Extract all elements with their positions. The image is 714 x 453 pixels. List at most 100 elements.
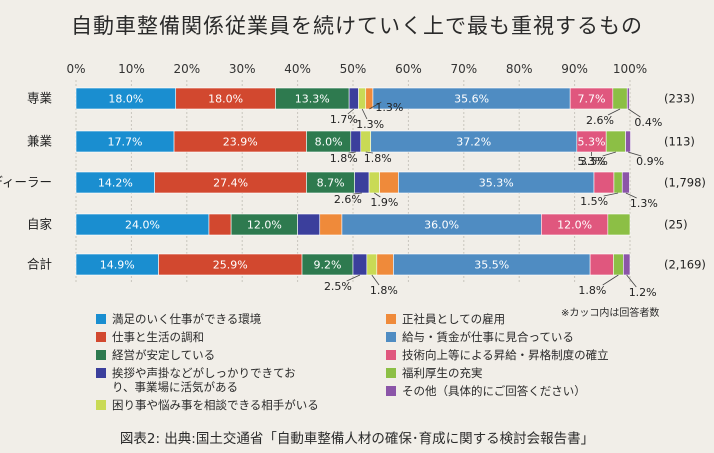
legend-item: 満足のいく仕事ができる環境 bbox=[96, 312, 319, 330]
bar-segment bbox=[319, 213, 343, 236]
callout-line bbox=[607, 108, 621, 116]
callout-line bbox=[627, 151, 642, 157]
source-caption: 図表2: 出典:国土交通省「自動車整備人材の確保･育成に関する検討会報告書」 bbox=[119, 431, 595, 447]
legend-swatch bbox=[96, 350, 106, 360]
callout-value-label: 1.8% bbox=[578, 284, 606, 297]
callout-value-label: 1.3% bbox=[356, 118, 384, 131]
legend-swatch bbox=[386, 350, 396, 360]
bar-value-label: 35.5% bbox=[474, 259, 509, 272]
x-tick-label: 40% bbox=[284, 62, 311, 76]
x-tick-label: 70% bbox=[450, 62, 477, 76]
callout-value-label: 2.6% bbox=[334, 193, 362, 206]
x-tick-label: 30% bbox=[229, 62, 256, 76]
x-tick-label: 90% bbox=[561, 62, 588, 76]
legend-item: 挨拶や声掛などがしっかりできており、事業場に活気がある bbox=[96, 366, 319, 398]
callout-line bbox=[602, 151, 616, 157]
bar-value-label: 27.4% bbox=[213, 177, 248, 190]
callout-value-label: 1.2% bbox=[629, 286, 657, 299]
bar-segment bbox=[626, 87, 630, 110]
bar-value-label: 24.0% bbox=[125, 219, 160, 232]
x-tick-label: 20% bbox=[173, 62, 200, 76]
legend-label: 困り事や悩み事を相談できる相手がいる bbox=[112, 398, 319, 412]
legend-label: 給与・賃金が仕事に見合っている bbox=[402, 330, 574, 344]
bar-segment bbox=[613, 253, 624, 276]
bar-value-label: 18.0% bbox=[208, 93, 243, 106]
bar-segment bbox=[352, 253, 368, 276]
legend-column-left: 満足のいく仕事ができる環境 仕事と生活の調和 経営が安定している 挨拶や声掛など… bbox=[96, 312, 319, 416]
callout-line bbox=[628, 108, 641, 118]
bar-value-label: 18.0% bbox=[108, 93, 143, 106]
bar-segment bbox=[623, 253, 631, 276]
x-tick-label: 80% bbox=[506, 62, 533, 76]
bar-segment bbox=[208, 213, 232, 236]
legend-item: 仕事と生活の調和 bbox=[96, 330, 319, 348]
callout-value-label: 1.8% bbox=[330, 152, 358, 165]
category-label: ディーラー bbox=[0, 175, 52, 190]
bar-value-label: 12.0% bbox=[247, 219, 282, 232]
chart-title: 自動車整備関係従業員を続けていく上で最も重視するもの bbox=[71, 14, 643, 38]
bar-segment bbox=[360, 130, 372, 153]
bar-segment bbox=[621, 171, 630, 194]
bar-segment bbox=[605, 130, 626, 153]
callout-value-label: 1.3% bbox=[630, 197, 658, 210]
callout-value-label: 2.6% bbox=[586, 114, 614, 127]
legend-label: 仕事と生活の調和 bbox=[112, 330, 204, 344]
callout-line bbox=[353, 192, 362, 195]
callout-line bbox=[365, 151, 373, 154]
respondents-count: (113) bbox=[664, 135, 695, 149]
legend-label: 福利厚生の充実 bbox=[402, 366, 483, 380]
callout-value-label: 5.3% bbox=[578, 155, 606, 168]
respondents-count: (233) bbox=[664, 92, 695, 106]
callout-line bbox=[602, 274, 619, 286]
respondents-count: (1,798) bbox=[664, 176, 706, 190]
bar-segment bbox=[589, 253, 614, 276]
legend-column-right: 正社員としての雇用 給与・賃金が仕事に見合っている 技術向上等による昇給・昇格制… bbox=[386, 312, 609, 402]
bar-segment bbox=[358, 87, 367, 110]
category-label: 兼業 bbox=[27, 134, 53, 149]
legend-swatch bbox=[386, 314, 396, 324]
callout-value-label: 1.9% bbox=[370, 196, 398, 209]
callout-line bbox=[626, 274, 637, 288]
callout-value-label: 1.5% bbox=[580, 195, 608, 208]
bar-segment bbox=[354, 171, 370, 194]
category-label: 専業 bbox=[27, 91, 53, 106]
bar-segment bbox=[612, 87, 628, 110]
x-tick-label: 100% bbox=[613, 62, 647, 76]
bar-value-label: 17.7% bbox=[108, 136, 143, 149]
respondents-count: (25) bbox=[664, 218, 688, 232]
callout-line bbox=[346, 274, 361, 282]
callout-value-label: 0.9% bbox=[636, 155, 664, 168]
x-tick-label: 10% bbox=[118, 62, 145, 76]
legend-swatch bbox=[96, 368, 106, 378]
legend-label: 正社員としての雇用 bbox=[402, 312, 506, 326]
bar-value-label: 8.0% bbox=[315, 136, 343, 149]
legend-label: その他（具体的にご回答ください） bbox=[402, 384, 586, 398]
callout-line bbox=[347, 108, 355, 115]
stacked-bar-chart: 0% 10% 20% 30% 40% 50% 60% 70% 80% 90% 100% 専業 18.0%… bbox=[0, 62, 706, 299]
bar-segment bbox=[593, 171, 615, 194]
callout-value-label: 1.3% bbox=[375, 101, 403, 114]
bar-segment bbox=[297, 213, 321, 236]
legend-item: 困り事や悩み事を相談できる相手がいる bbox=[96, 398, 319, 416]
callout-line bbox=[348, 151, 356, 154]
bar-value-label: 14.9% bbox=[100, 259, 135, 272]
bar-value-label: 25.9% bbox=[213, 259, 248, 272]
legend-swatch bbox=[96, 332, 106, 342]
bar-segment bbox=[625, 130, 631, 153]
callout-line bbox=[603, 192, 619, 197]
legend-swatch bbox=[96, 400, 106, 410]
bar-value-label: 35.6% bbox=[454, 93, 489, 106]
legend-item: 経営が安定している bbox=[96, 348, 319, 366]
legend-swatch bbox=[96, 314, 106, 324]
bar-value-label: 5.3% bbox=[578, 136, 606, 149]
bar-segment bbox=[379, 171, 399, 194]
legend-swatch bbox=[386, 332, 396, 342]
callout-line bbox=[371, 274, 380, 286]
legend-label: 挨拶や声掛などがしっかりできており、事業場に活気がある bbox=[112, 366, 296, 394]
callout-line bbox=[374, 192, 381, 198]
respondents-note: ※カッコ内は回答者数 bbox=[561, 308, 660, 319]
bar-value-label: 13.3% bbox=[295, 93, 330, 106]
category-label: 合計 bbox=[27, 257, 52, 272]
bar-segment bbox=[366, 253, 378, 276]
